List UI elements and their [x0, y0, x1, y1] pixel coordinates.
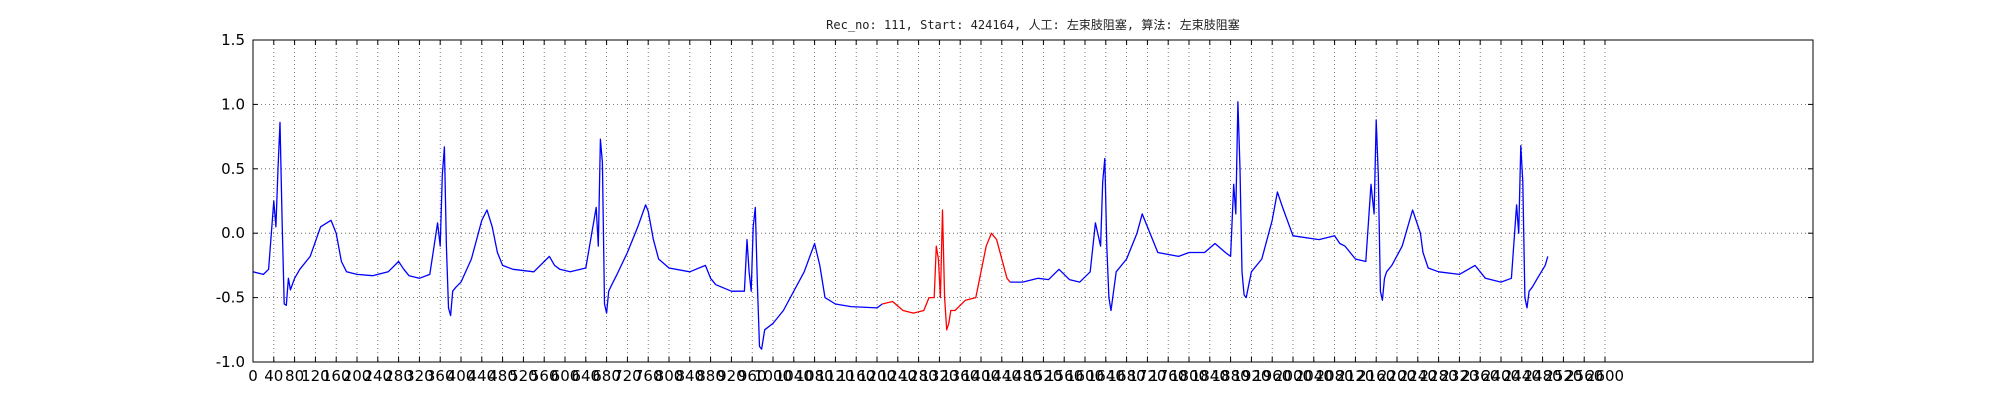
x-tick-label-23: 920	[717, 367, 746, 385]
y-tick-label-2: 0.0	[221, 224, 245, 242]
plot-frame	[252, 39, 1814, 363]
x-tick-label-0: 0	[248, 367, 258, 385]
x-tick-label-7: 280	[384, 367, 413, 385]
x-tick-label-13: 520	[509, 367, 538, 385]
x-tick-label-64: 2560	[1565, 367, 1603, 385]
x-tick-label-32: 1280	[900, 367, 938, 385]
x-tick-label-53: 2120	[1336, 367, 1374, 385]
x-tick-label-1: 40	[264, 367, 283, 385]
x-tick-label-3: 120	[301, 367, 330, 385]
x-tick-label-58: 2320	[1440, 367, 1478, 385]
x-tick-label-50: 2000	[1274, 367, 1312, 385]
y-tick-label-4: 1.0	[221, 95, 245, 113]
x-tick-label-18: 720	[613, 367, 642, 385]
x-tick-label-31: 1240	[879, 367, 917, 385]
y-tick-label-0: -1.0	[216, 353, 245, 371]
y-axis: -1.0 -0.5 0.0 0.5 1.0 1.5	[216, 31, 1813, 371]
x-tick-label-55: 2200	[1378, 367, 1416, 385]
x-tick-label-41: 1640	[1087, 367, 1125, 385]
chart-title: Rec_no: 111, Start: 424164, 人工: 左束肢阻塞, 算…	[826, 17, 1240, 32]
y-tick-label-5: 1.5	[221, 31, 245, 49]
x-tick-label-40: 1600	[1066, 367, 1104, 385]
x-tick-label-10: 400	[447, 367, 476, 385]
x-tick-label-14: 560	[530, 367, 559, 385]
x-tick-label-8: 320	[405, 367, 434, 385]
x-tick-label-22: 880	[696, 367, 725, 385]
x-tick-label-30: 1200	[858, 367, 896, 385]
x-tick-label-43: 1720	[1128, 367, 1166, 385]
grid	[253, 40, 1813, 362]
x-tick-label-38: 1520	[1024, 367, 1062, 385]
x-tick-label-15: 600	[551, 367, 580, 385]
x-tick-label-46: 1840	[1191, 367, 1229, 385]
x-tick-label-2: 80	[285, 367, 304, 385]
x-tick-label-47: 1880	[1212, 367, 1250, 385]
x-tick-label-36: 1440	[983, 367, 1021, 385]
x-tick-label-12: 480	[488, 367, 517, 385]
x-tick-label-27: 1080	[796, 367, 834, 385]
series-line-after	[1010, 101, 1549, 312]
x-tick-label-34: 1360	[941, 367, 979, 385]
x-tick-label-21: 840	[675, 367, 704, 385]
x-tick-label-49: 1960	[1253, 367, 1291, 385]
x-tick-label-54: 2160	[1357, 367, 1395, 385]
x-tick-label-65: 2600	[1586, 367, 1624, 385]
x-tick-label-25: 1000	[754, 367, 792, 385]
y-tick-label-3: 0.5	[221, 160, 245, 178]
x-tick-label-33: 1320	[920, 367, 958, 385]
y-tick-label-1: -0.5	[216, 289, 245, 307]
x-tick-label-26: 1040	[775, 367, 813, 385]
x-tick-label-59: 2360	[1461, 367, 1499, 385]
x-tick-label-20: 800	[655, 367, 684, 385]
x-tick-label-45: 1800	[1170, 367, 1208, 385]
x-tick-label-63: 2520	[1544, 367, 1582, 385]
x-tick-label-39: 1560	[1045, 367, 1083, 385]
x-tick-label-16: 640	[571, 367, 600, 385]
x-tick-label-6: 240	[363, 367, 392, 385]
x-tick-label-17: 680	[592, 367, 621, 385]
x-tick-label-37: 1480	[1004, 367, 1042, 385]
x-tick-label-42: 1680	[1108, 367, 1146, 385]
x-tick-label-5: 200	[343, 367, 372, 385]
x-tick-label-52: 2080	[1316, 367, 1354, 385]
x-tick-label-62: 2480	[1524, 367, 1562, 385]
series-line-highlight	[882, 209, 1011, 331]
x-tick-label-19: 760	[634, 367, 663, 385]
x-tick-label-61: 2440	[1503, 367, 1541, 385]
x-tick-label-24: 960	[738, 367, 767, 385]
x-tick-label-11: 440	[467, 367, 496, 385]
x-tick-label-60: 2400	[1482, 367, 1520, 385]
x-tick-label-28: 1120	[816, 367, 854, 385]
x-tick-label-35: 1400	[962, 367, 1000, 385]
x-tick-label-44: 1760	[1149, 367, 1187, 385]
x-tick-label-4: 160	[322, 367, 351, 385]
x-tick-label-51: 2040	[1295, 367, 1333, 385]
x-axis: 0 40 8012016020024028032036040044048052056…	[248, 40, 1624, 385]
x-tick-label-9: 360	[426, 367, 455, 385]
x-tick-label-57: 2280	[1420, 367, 1458, 385]
x-tick-label-56: 2240	[1399, 367, 1437, 385]
series-line-before	[252, 121, 883, 350]
series-group	[252, 101, 1549, 350]
x-tick-label-48: 1920	[1232, 367, 1270, 385]
x-tick-label-29: 1160	[837, 367, 875, 385]
